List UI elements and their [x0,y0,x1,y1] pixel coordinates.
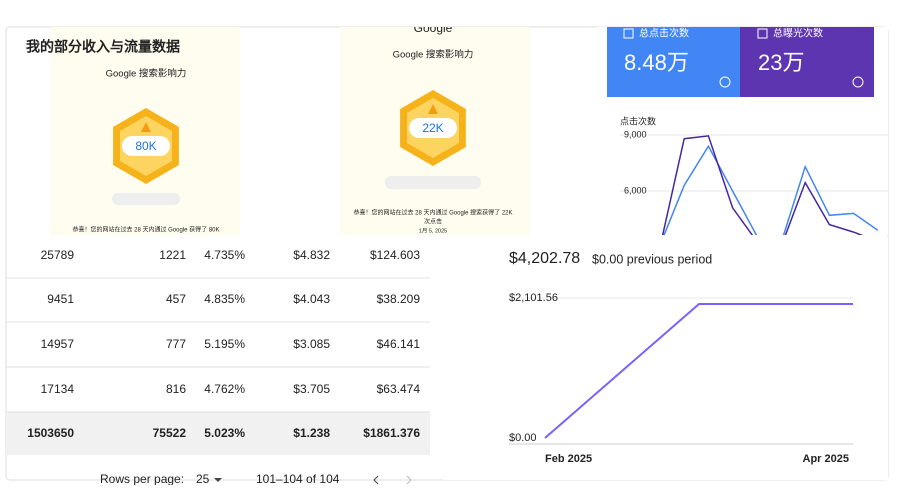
table-cell: 4.835% [204,292,245,306]
help-icon[interactable] [719,76,731,88]
table-cell: 17134 [41,382,75,396]
table-cell: $3.705 [293,382,330,396]
title: 我的部分收入与流量数据 [26,39,180,55]
table-cell: $124.603 [370,248,420,262]
help-icon[interactable] [852,76,864,88]
table-cell: $46.141 [377,337,421,351]
badge-pill [122,136,170,156]
metric-label: 总点击次数 [639,27,689,40]
badge-date: 1月 5, 2025 [419,227,447,234]
checkbox[interactable] [757,28,768,39]
logo: Google [414,21,453,35]
checkbox[interactable] [623,28,634,39]
badge-star [428,104,438,114]
badge: 22K [400,90,466,166]
footer-rows: 25 [196,472,210,486]
y-tick-label: 6,000 [624,185,647,195]
blurred [112,193,180,205]
total-cell: 75522 [153,426,187,440]
table-cell: $3.085 [293,337,330,351]
table-cell: 9451 [47,292,74,306]
metric-box [607,27,740,97]
badge-pill [409,118,457,138]
series-line [661,135,864,235]
table-cell: 25789 [41,248,75,262]
y-tick-label: 9,000 [624,129,647,139]
table-cell: 4.735% [204,248,245,262]
next-button[interactable] [406,475,412,485]
table-cell: $63.474 [377,382,421,396]
table-cell: $4.043 [293,292,330,306]
badge-value: 80K [135,139,156,153]
table-cell: 1221 [159,248,186,262]
total-cell: $1.238 [293,426,330,440]
y-tick-label: $2,101.56 [509,292,558,304]
total-cell: 1503650 [27,426,74,440]
badge-heading: Google 搜索影响力 [393,49,474,61]
x-tick-label: Apr 2025 [803,453,849,465]
blurred [385,176,481,189]
prev-button[interactable] [373,475,379,485]
axis-label: 点击次数 [620,115,656,126]
badge-caption: 次点击 [424,218,442,226]
series-line [544,303,853,439]
metric-box [740,27,874,97]
x-tick-label: Feb 2025 [545,453,592,465]
badge-heading: Google 搜索影响力 [106,68,187,80]
badge-value: 22K [422,121,443,135]
footer-range: 101–104 of 104 [256,472,340,486]
badge-caption: 恭喜！您的网站在过去 28 天内通过 Google 获得了 80K [72,226,219,234]
y-tick-label: $0.00 [509,432,537,444]
table-cell: 777 [166,337,186,351]
total-cell: 5.023% [204,426,245,440]
total-cell: $1861.376 [363,426,420,440]
table-cell: $4.832 [293,248,330,262]
metric-value: 8.48万 [624,50,689,75]
total-row [6,412,430,455]
earnings-previous: $0.00 previous period [592,252,712,266]
table-cell: 14957 [41,337,75,351]
table-cell: 816 [166,382,186,396]
metric-label: 总曝光次数 [773,27,823,40]
dropdown[interactable] [214,478,222,482]
earnings-card [443,237,888,480]
badge-caption: 恭喜！您的网站在过去 28 天内通过 Google 搜索获得了 22K [353,209,512,217]
table-cell: 5.195% [204,337,245,351]
badge: 80K [113,108,179,184]
table-cell: 4.762% [204,382,245,396]
table-cell: $38.209 [377,292,421,306]
earnings-total: $4,202.78 [509,250,580,267]
footer-label: Rows per page: [100,472,184,486]
badge-star [141,122,151,132]
series-line [663,144,879,235]
metric-value: 23万 [758,50,804,75]
table-cell: 457 [166,292,186,306]
